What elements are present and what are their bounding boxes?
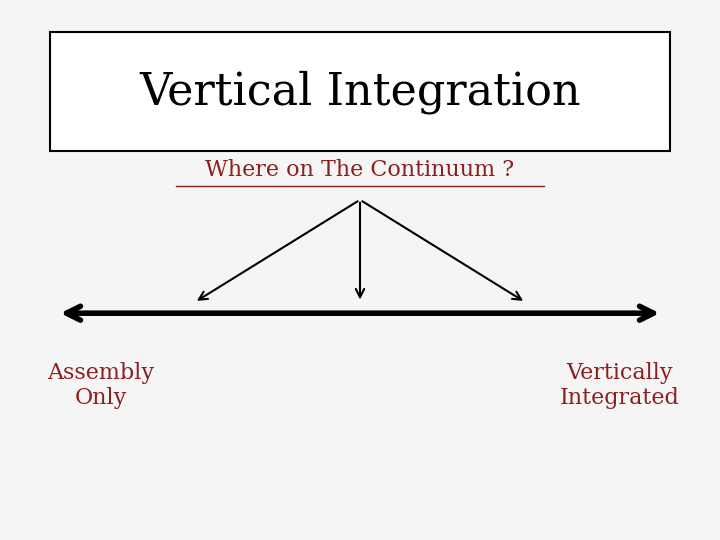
FancyBboxPatch shape bbox=[50, 32, 670, 151]
Text: Vertically
Integrated: Vertically Integrated bbox=[559, 362, 679, 409]
Text: Vertical Integration: Vertical Integration bbox=[139, 70, 581, 113]
Text: Where on The Continuum ?: Where on The Continuum ? bbox=[205, 159, 515, 181]
Text: Assembly
Only: Assembly Only bbox=[48, 362, 154, 409]
